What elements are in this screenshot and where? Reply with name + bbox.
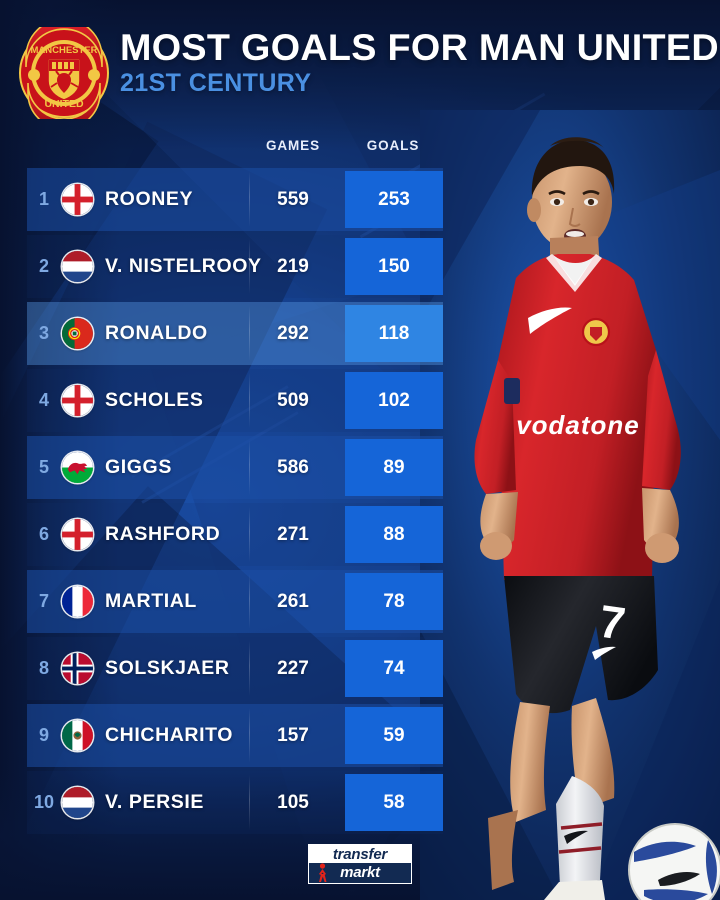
row-games: 292 — [277, 322, 309, 344]
transfermarkt-logo-bottom-text: markt — [340, 864, 380, 881]
row-games: 261 — [277, 590, 309, 612]
table-row[interactable]: 9 CHICHARITO 157 59 — [0, 702, 460, 769]
row-divider — [249, 440, 250, 495]
flag-icon-norway — [62, 653, 93, 684]
flag-icon-england — [62, 385, 93, 416]
row-divider — [249, 708, 250, 763]
row-rank: 3 — [38, 323, 49, 343]
row-goals: 74 — [345, 640, 443, 697]
row-rank: 8 — [38, 658, 49, 678]
crest-bottom-text: UNITED — [44, 98, 84, 110]
row-divider — [249, 373, 250, 428]
row-rank: 4 — [38, 390, 49, 410]
manchester-united-crest-icon: MANCHESTER UNITED — [18, 18, 110, 130]
row-games: 157 — [277, 724, 309, 746]
row-divider — [249, 239, 250, 294]
row-player-name: MARTIAL — [105, 590, 197, 612]
row-divider — [249, 775, 250, 830]
footer: transfer markt — [0, 844, 720, 884]
table-row[interactable]: 5 GIGGS 586 89 — [0, 434, 460, 501]
row-divider — [249, 306, 250, 361]
table-row[interactable]: 1 ROONEY 559 253 — [0, 166, 460, 233]
row-games: 219 — [277, 255, 309, 277]
row-divider — [249, 574, 250, 629]
row-games: 227 — [277, 657, 309, 679]
flag-icon-england — [62, 519, 93, 550]
row-goals: 150 — [345, 238, 443, 295]
row-games: 509 — [277, 389, 309, 411]
row-rank: 2 — [38, 256, 49, 276]
flag-icon-wales — [62, 452, 93, 483]
flag-icon-france — [62, 586, 93, 617]
row-goals: 88 — [345, 506, 443, 563]
page-subtitle: 21ST CENTURY — [120, 69, 312, 98]
row-rank: 10 — [33, 792, 55, 812]
flag-icon-england — [62, 184, 93, 215]
table-row[interactable]: 7 MARTIAL 261 78 — [0, 568, 460, 635]
row-games: 586 — [277, 456, 309, 478]
crest-top-text: MANCHESTER — [30, 45, 97, 56]
table-column-headers: GAMES GOALS — [0, 136, 460, 166]
transfermarkt-figure-icon — [319, 863, 327, 882]
transfermarkt-logo-top: transfer — [309, 845, 411, 863]
flag-icon-mexico — [62, 720, 93, 751]
row-player-name: SOLSKJAER — [105, 657, 230, 679]
row-goals: 89 — [345, 439, 443, 496]
row-player-name: V. PERSIE — [105, 791, 204, 813]
row-player-name: RONALDO — [105, 322, 208, 344]
row-player-name: GIGGS — [105, 456, 172, 478]
row-goals: 58 — [345, 774, 443, 831]
row-games: 271 — [277, 523, 309, 545]
row-rank: 1 — [38, 189, 49, 209]
flag-icon-netherlands — [62, 787, 93, 818]
transfermarkt-logo-bottom: markt — [309, 863, 411, 883]
page-title: MOST GOALS FOR MAN UNITED — [120, 27, 719, 68]
row-games: 559 — [277, 188, 309, 210]
table-row[interactable]: 8 SOLSKJAER 227 74 — [0, 635, 460, 702]
row-goals: 59 — [345, 707, 443, 764]
table-rows: 1 ROONEY 559 253 2 V. NISTELROOY 219 150 3 RONALD… — [0, 166, 460, 836]
svg-text:vodatone: vodatone — [516, 410, 640, 440]
header: MANCHESTER UNITED MOST GOALS FOR MAN UNI… — [0, 0, 720, 130]
transfermarkt-logo[interactable]: transfer markt — [308, 844, 412, 884]
flag-icon-portugal — [62, 318, 93, 349]
row-goals: 118 — [345, 305, 443, 362]
row-rank: 5 — [38, 457, 49, 477]
table-row[interactable]: 3 RONALDO 292 118 — [0, 300, 460, 367]
row-rank: 6 — [38, 524, 49, 544]
ronaldo-photo: vodatone 7 — [420, 110, 720, 900]
table-row[interactable]: 6 RASHFORD 271 88 — [0, 501, 460, 568]
row-games: 105 — [277, 791, 309, 813]
row-player-name: V. NISTELROOY — [105, 255, 262, 277]
column-header-games: GAMES — [265, 138, 320, 153]
row-player-name: ROONEY — [105, 188, 194, 210]
table-row[interactable]: 10 V. PERSIE 105 58 — [0, 769, 460, 836]
row-player-name: RASHFORD — [105, 523, 221, 545]
ranking-table: GAMES GOALS 1 ROONEY 559 253 2 V. NISTELROOY 2… — [0, 136, 460, 836]
column-header-goals: GOALS — [366, 138, 420, 153]
row-divider — [249, 172, 250, 227]
flag-icon-netherlands — [62, 251, 93, 282]
title-block: MOST GOALS FOR MAN UNITED 21ST CENTURY — [120, 28, 719, 98]
table-row[interactable]: 4 SCHOLES 509 102 — [0, 367, 460, 434]
row-goals: 78 — [345, 573, 443, 630]
row-rank: 9 — [38, 725, 49, 745]
row-goals: 102 — [345, 372, 443, 429]
row-rank: 7 — [38, 591, 49, 611]
row-divider — [249, 641, 250, 696]
row-goals: 253 — [345, 171, 443, 228]
row-player-name: CHICHARITO — [105, 724, 234, 746]
table-row[interactable]: 2 V. NISTELROOY 219 150 — [0, 233, 460, 300]
row-player-name: SCHOLES — [105, 389, 204, 411]
row-divider — [249, 507, 250, 562]
